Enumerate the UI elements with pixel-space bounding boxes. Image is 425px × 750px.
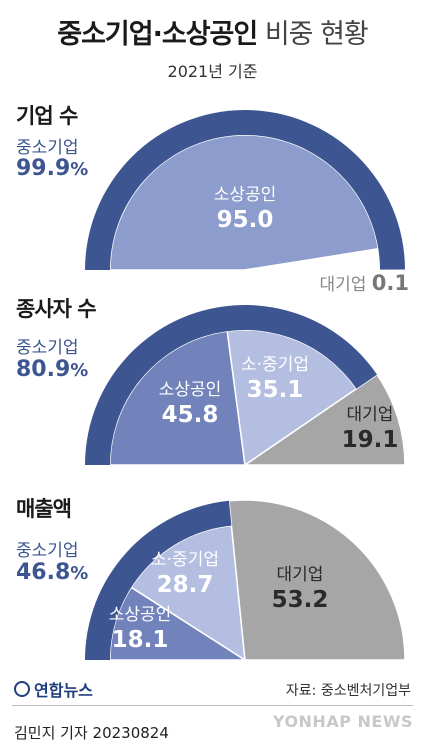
section-title-firms: 기업 수	[16, 104, 78, 128]
slice-category-label-2-1: 소·중기업	[151, 550, 219, 570]
slice-value-label-2-2: 53.2	[272, 587, 329, 613]
sme-share-label-employees: 중소기업	[16, 338, 79, 358]
slice-value-label-1-0: 45.8	[162, 402, 219, 428]
sme-ring-1	[85, 304, 378, 465]
sme-ring-2	[85, 500, 232, 660]
sme-share-label-sales: 중소기업	[16, 541, 79, 561]
slice-0-1	[244, 244, 404, 271]
reporter-credit: 김민지 기자 20230824	[14, 724, 169, 742]
yonhap-watermark: YONHAP NEWS	[272, 712, 413, 731]
section-title-employees: 종사자 수	[16, 297, 97, 321]
slice-value-label-1-2: 19.1	[342, 427, 399, 453]
title-main: 중소기업·소상공인	[57, 19, 258, 50]
title-sub: 비중 현황	[264, 19, 369, 50]
sme-share-value-employees: 80.9%	[16, 357, 89, 382]
slice-value-label-0-0: 95.0	[217, 207, 274, 233]
slice-category-label-2-2: 대기업	[277, 565, 324, 585]
yonhap-logo-icon	[14, 681, 30, 697]
sme-share-value-sales: 46.8%	[16, 560, 89, 585]
slice-1-0	[109, 330, 246, 466]
footer-divider	[12, 705, 413, 706]
slice-value-label-2-1: 28.7	[157, 572, 214, 598]
chart-title: 중소기업·소상공인 비중 현황	[0, 12, 425, 51]
slice-category-label-1-0: 소상공인	[159, 380, 222, 400]
section-title-sales: 매출액	[16, 497, 72, 521]
slice-value-label-1-1: 35.1	[247, 377, 304, 403]
large-firm-firms-outside-label: 대기업 0.1	[319, 271, 409, 295]
yonhap-logo: 연합뉴스	[14, 677, 93, 701]
slice-1-2	[242, 373, 406, 466]
sme-share-value-firms: 99.9%	[16, 156, 89, 181]
base-year: 2021년 기준	[167, 62, 258, 81]
slice-category-label-0-0: 소상공인	[214, 185, 277, 205]
slice-value-label-2-0: 18.1	[112, 627, 169, 653]
slice-category-label-1-2: 대기업	[347, 405, 394, 425]
source-note: 자료: 중소벤처기업부	[285, 683, 411, 699]
slice-2-1	[130, 524, 246, 662]
sme-share-label-firms: 중소기업	[16, 138, 79, 158]
slice-2-2	[228, 499, 406, 661]
sme-ring-0	[85, 110, 405, 270]
slice-category-label-2-0: 소상공인	[109, 605, 172, 625]
slice-category-label-1-1: 소·중기업	[241, 355, 309, 375]
